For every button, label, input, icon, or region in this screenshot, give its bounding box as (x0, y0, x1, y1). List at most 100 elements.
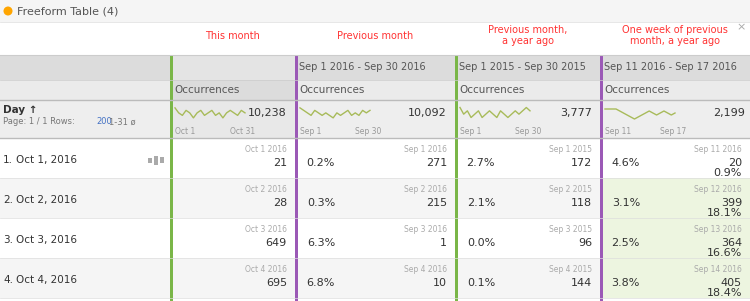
Text: 118: 118 (571, 198, 592, 208)
Text: Page: 1 / 1 Rows:: Page: 1 / 1 Rows: (3, 117, 77, 126)
Text: 405: 405 (721, 278, 742, 288)
Text: Sep 11: Sep 11 (605, 126, 631, 135)
Text: Sep 11 2016: Sep 11 2016 (694, 145, 742, 154)
Bar (0, 178, 750, 218)
Text: 3.: 3. (3, 235, 13, 245)
Bar (170, 80, 295, 100)
Text: Oct 1 2016: Oct 1 2016 (245, 145, 287, 154)
Text: Oct 4, 2016: Oct 4, 2016 (16, 275, 77, 285)
Text: 200: 200 (96, 117, 112, 126)
Bar (0, 80, 750, 100)
Text: Sep 30: Sep 30 (355, 126, 381, 135)
Text: 2,199: 2,199 (713, 108, 745, 118)
Bar (170, 55, 295, 105)
Text: 10,238: 10,238 (248, 108, 287, 118)
Text: Sep 1 2016: Sep 1 2016 (404, 145, 447, 154)
Text: Oct 1, 2016: Oct 1, 2016 (16, 155, 77, 165)
Text: 96: 96 (578, 238, 592, 248)
Bar (295, 55, 298, 301)
Text: 3.8%: 3.8% (612, 278, 640, 288)
Text: Oct 3, 2016: Oct 3, 2016 (16, 235, 77, 245)
Bar (600, 178, 750, 218)
Text: Sep 1: Sep 1 (300, 126, 321, 135)
Text: Sep 3 2016: Sep 3 2016 (404, 225, 447, 234)
Text: Occurrences: Occurrences (174, 85, 239, 95)
Text: Day ↑: Day ↑ (3, 105, 38, 115)
Text: 399: 399 (721, 198, 742, 208)
Text: 364: 364 (721, 238, 742, 248)
Text: Oct 2 2016: Oct 2 2016 (245, 185, 287, 194)
Text: Occurrences: Occurrences (459, 85, 524, 95)
Text: 2.5%: 2.5% (612, 238, 640, 248)
Text: 10,092: 10,092 (408, 108, 447, 118)
Text: Sep 1 2015: Sep 1 2015 (549, 145, 592, 154)
Bar (170, 100, 295, 138)
Text: ×: × (736, 22, 746, 32)
Text: 6.3%: 6.3% (307, 238, 335, 248)
Text: 18.4%: 18.4% (706, 288, 742, 298)
Text: 0.0%: 0.0% (466, 238, 495, 248)
Text: 649: 649 (266, 238, 287, 248)
Bar (600, 258, 750, 298)
Text: Sep 14 2016: Sep 14 2016 (694, 265, 742, 275)
Bar (160, 157, 164, 163)
Bar (455, 55, 458, 301)
Text: 3,777: 3,777 (560, 108, 592, 118)
Text: Previous month: Previous month (337, 31, 413, 41)
Text: Sep 1 2016 - Sep 30 2016: Sep 1 2016 - Sep 30 2016 (299, 62, 426, 72)
Text: 172: 172 (571, 158, 592, 168)
Bar (0, 258, 750, 298)
Text: Previous month,: Previous month, (488, 25, 567, 35)
Circle shape (4, 7, 13, 15)
Text: 2.: 2. (3, 195, 13, 205)
Text: Oct 31: Oct 31 (230, 126, 255, 135)
Text: This month: This month (205, 31, 260, 41)
Text: 0.9%: 0.9% (714, 168, 742, 178)
Bar (600, 218, 750, 258)
Text: 21: 21 (273, 158, 287, 168)
Text: Sep 1: Sep 1 (460, 126, 482, 135)
Text: Sep 17: Sep 17 (660, 126, 686, 135)
Bar (0, 55, 750, 80)
Text: Sep 2 2016: Sep 2 2016 (404, 185, 447, 194)
Text: a year ago: a year ago (502, 36, 554, 46)
Text: 695: 695 (266, 278, 287, 288)
Text: 0.1%: 0.1% (466, 278, 495, 288)
Text: One week of previous: One week of previous (622, 25, 728, 35)
Text: Occurrences: Occurrences (604, 85, 669, 95)
Text: Oct 4 2016: Oct 4 2016 (245, 265, 287, 275)
Text: Sep 1 2015 - Sep 30 2015: Sep 1 2015 - Sep 30 2015 (459, 62, 586, 72)
Text: 215: 215 (426, 198, 447, 208)
Bar (154, 156, 158, 165)
Text: 0.3%: 0.3% (307, 198, 335, 208)
Bar (170, 55, 173, 301)
Text: 28: 28 (273, 198, 287, 208)
Text: 1: 1 (440, 238, 447, 248)
Text: Sep 2 2015: Sep 2 2015 (549, 185, 592, 194)
Bar (148, 158, 152, 163)
Text: 2.1%: 2.1% (466, 198, 495, 208)
Text: Sep 4 2016: Sep 4 2016 (404, 265, 447, 275)
Bar (0, 218, 750, 258)
Text: Oct 2, 2016: Oct 2, 2016 (16, 195, 77, 205)
Bar (0, 138, 750, 178)
Text: 6.8%: 6.8% (307, 278, 335, 288)
Text: month, a year ago: month, a year ago (630, 36, 720, 46)
Bar (0, 100, 750, 138)
Text: 3.1%: 3.1% (612, 198, 640, 208)
Text: Sep 30: Sep 30 (515, 126, 541, 135)
Text: 1.: 1. (3, 155, 13, 165)
Bar (600, 55, 603, 301)
Text: 0.2%: 0.2% (307, 158, 335, 168)
Text: 2.7%: 2.7% (466, 158, 495, 168)
Text: 10: 10 (433, 278, 447, 288)
Text: Oct 1: Oct 1 (175, 126, 195, 135)
Bar (0, 0, 750, 22)
Text: 4.6%: 4.6% (612, 158, 640, 168)
Text: Sep 11 2016 - Sep 17 2016: Sep 11 2016 - Sep 17 2016 (604, 62, 736, 72)
Text: 20: 20 (728, 158, 742, 168)
Text: Oct 3 2016: Oct 3 2016 (245, 225, 287, 234)
Text: Occurrences: Occurrences (299, 85, 364, 95)
Text: 16.6%: 16.6% (706, 248, 742, 258)
Text: 144: 144 (571, 278, 592, 288)
